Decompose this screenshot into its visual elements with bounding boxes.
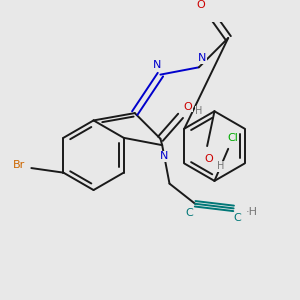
Text: Cl: Cl <box>227 133 238 143</box>
Text: O: O <box>184 102 192 112</box>
Text: H: H <box>217 161 225 171</box>
Text: C: C <box>233 212 241 223</box>
Text: ·H: ·H <box>246 207 258 217</box>
Text: H: H <box>195 106 203 116</box>
Text: N: N <box>160 151 168 161</box>
Text: O: O <box>196 0 205 10</box>
Text: O: O <box>205 154 213 164</box>
Text: N: N <box>198 53 207 63</box>
Text: C: C <box>186 208 194 218</box>
Text: N: N <box>153 61 161 70</box>
Text: Br: Br <box>12 160 25 170</box>
